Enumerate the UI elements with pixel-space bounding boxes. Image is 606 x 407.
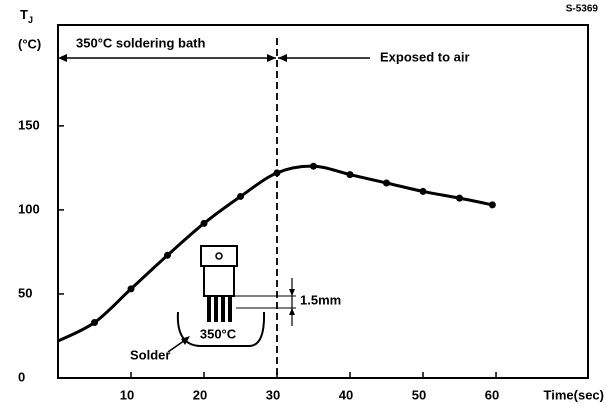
illustration xyxy=(204,266,234,296)
data-point xyxy=(164,252,171,259)
annotation: Exposed to air xyxy=(380,49,470,64)
illustration xyxy=(221,296,225,322)
data-point xyxy=(310,163,317,170)
data-point xyxy=(420,188,427,195)
x-tick-label: 50 xyxy=(412,387,426,402)
data-point xyxy=(91,319,98,326)
illustration xyxy=(228,296,232,322)
y-tick-label: 150 xyxy=(18,117,40,132)
arrow-head xyxy=(267,54,276,62)
illustration xyxy=(289,289,295,296)
x-tick-label: 60 xyxy=(485,387,499,402)
illustration xyxy=(214,296,218,322)
illustration xyxy=(207,296,211,322)
illustration xyxy=(201,246,237,266)
data-point xyxy=(489,201,496,208)
y-axis-label: TJ xyxy=(20,7,33,25)
x-tick-label: 10 xyxy=(120,387,134,402)
data-point xyxy=(383,180,390,187)
annotation: 1.5mm xyxy=(300,292,341,307)
y-tick-label: 100 xyxy=(18,201,40,216)
x-tick-label: 20 xyxy=(193,387,207,402)
data-point xyxy=(201,220,208,227)
data-point xyxy=(128,285,135,292)
x-axis-label: Time(sec) xyxy=(544,387,604,402)
y-tick-label: 0 xyxy=(18,369,25,384)
y-tick-label: 50 xyxy=(18,285,32,300)
chart: S-5369 TJ (°C) Time(sec) 0 50 100 150 10 20 30… xyxy=(0,0,606,407)
plot-frame xyxy=(58,25,588,378)
x-tick-label: 30 xyxy=(266,387,280,402)
data-point xyxy=(347,171,354,178)
arrow-head xyxy=(278,54,287,62)
annotation: 350°C xyxy=(200,326,237,341)
figure-id: S-5369 xyxy=(566,4,599,15)
annotation: Solder xyxy=(130,347,170,362)
data-point xyxy=(237,193,244,200)
arrow-head xyxy=(58,54,67,62)
data-line xyxy=(58,166,492,341)
illustration xyxy=(289,308,295,315)
data-point xyxy=(456,195,463,202)
y-symbol: T xyxy=(20,7,28,22)
x-tick-label: 40 xyxy=(339,387,353,402)
y-unit: (°C) xyxy=(18,36,41,51)
annotation: 350°C soldering bath xyxy=(76,35,206,50)
data-point xyxy=(274,169,281,176)
y-subscript: J xyxy=(28,15,33,25)
